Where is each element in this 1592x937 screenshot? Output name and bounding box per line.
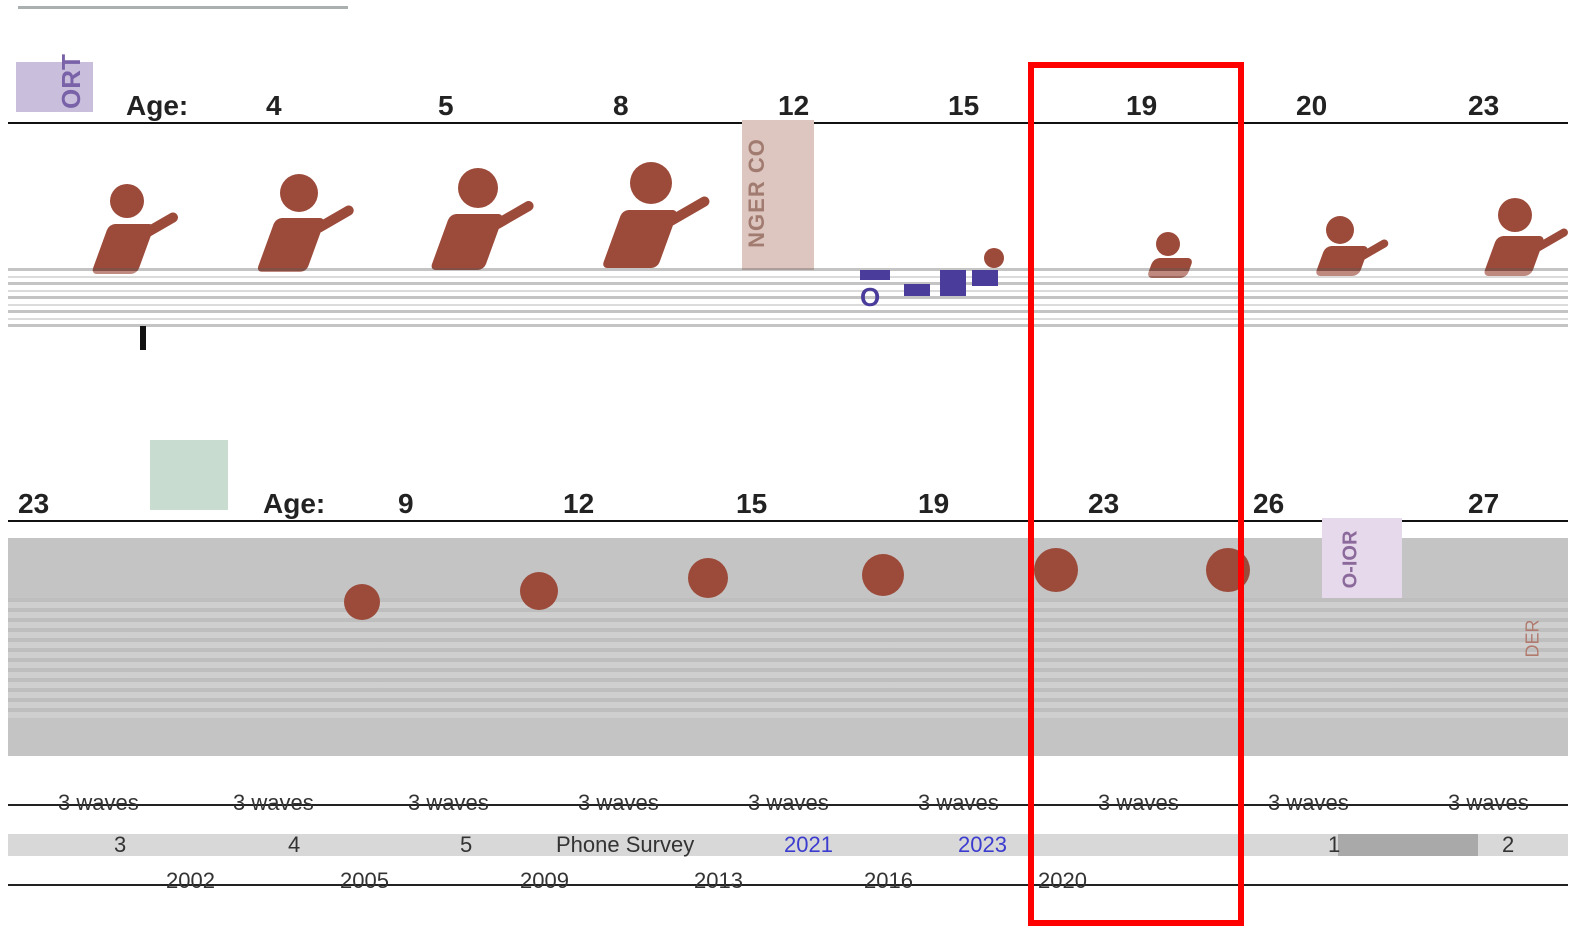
survey-label: 2 xyxy=(1502,832,1515,857)
survey-label: 5 xyxy=(460,832,473,857)
age-label: 9 xyxy=(398,488,414,519)
cohort-color-swatch xyxy=(150,440,228,510)
year-label: 2016 xyxy=(864,868,913,893)
survey-row-segment xyxy=(1338,834,1478,856)
wave-label: 3 waves xyxy=(233,790,314,815)
age-label: 19 xyxy=(918,488,950,519)
cohort-marker: O xyxy=(860,282,881,312)
year-label: 2002 xyxy=(166,868,215,893)
cohort-tab-label: NGER CO xyxy=(743,138,769,248)
age-label: 12 xyxy=(778,90,810,121)
age-prefix: Age: xyxy=(126,90,189,121)
survey-marker-bars xyxy=(860,268,1020,318)
wave-label: 3 waves xyxy=(408,790,489,815)
wave-label: 3 waves xyxy=(1448,790,1529,815)
survey-label: 2023 xyxy=(958,832,1007,857)
age-label: 26 xyxy=(1253,488,1285,519)
cohort-tab-older[interactable]: O-IOR xyxy=(1322,518,1402,598)
age-label: 15 xyxy=(736,488,768,519)
desk-strip xyxy=(8,268,1568,328)
cohort-tab-label: O-IOR xyxy=(1339,530,1362,589)
year-row: 2002 2005 2009 2013 2016 2020 xyxy=(8,868,1568,894)
wave-track-line xyxy=(8,804,1568,806)
wave-label: 3 waves xyxy=(918,790,999,815)
band-texture xyxy=(8,598,1568,718)
row-label: 23 xyxy=(18,488,50,519)
age-label: 23 xyxy=(1088,488,1120,519)
survey-label: 2021 xyxy=(784,832,833,857)
cohort-tag: DER xyxy=(1518,619,1548,682)
survey-label: Phone Survey xyxy=(556,832,695,857)
age-label: 19 xyxy=(1126,90,1158,121)
wave-label: 3 waves xyxy=(1098,790,1179,815)
age-label: 12 xyxy=(563,488,595,519)
survey-row: 3 4 5 Phone Survey 2021 2023 1 2 xyxy=(8,830,1568,857)
age-label: 23 xyxy=(1468,90,1500,121)
year-label: 2005 xyxy=(340,868,389,893)
axis-tick xyxy=(140,326,146,350)
year-label: 2009 xyxy=(520,868,569,893)
wave-label: 3 waves xyxy=(578,790,659,815)
survey-label: 1 xyxy=(1328,832,1341,857)
cohort-band-older xyxy=(8,538,1568,756)
survey-row-bar xyxy=(8,834,1568,856)
top-divider xyxy=(18,6,348,9)
age-label: 8 xyxy=(613,90,629,121)
wave-label: 3 waves xyxy=(1268,790,1349,815)
cohort-tag-label: DER xyxy=(1522,619,1543,658)
cohort-tab-younger[interactable]: NGER CO xyxy=(742,120,814,270)
year-track-line xyxy=(8,884,1568,886)
age-label: 15 xyxy=(948,90,980,121)
age-label: 20 xyxy=(1296,90,1328,121)
age-axis-row-2: 23 Age: 9 12 15 19 23 26 27 xyxy=(8,488,1568,526)
wave-label: 3 waves xyxy=(58,790,139,815)
year-label: 2013 xyxy=(694,868,743,893)
highlight-selection-frame xyxy=(1028,62,1244,926)
survey-label: 3 xyxy=(114,832,127,857)
age-axis-line xyxy=(8,520,1568,522)
age-label: 4 xyxy=(266,90,282,121)
cohort-side-tab[interactable]: ORT xyxy=(16,54,93,112)
age-label: 27 xyxy=(1468,488,1500,519)
wave-row: 3 waves 3 waves 3 waves 3 waves 3 waves … xyxy=(8,790,1568,816)
year-label: 2020 xyxy=(1038,868,1087,893)
wave-label: 3 waves xyxy=(748,790,829,815)
age-prefix: Age: xyxy=(263,488,326,519)
age-label: 5 xyxy=(438,90,454,121)
survey-label: 4 xyxy=(288,832,301,857)
